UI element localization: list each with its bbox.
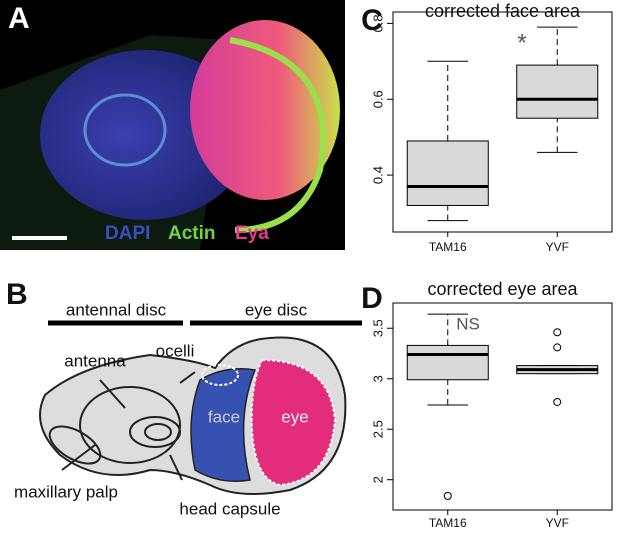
- x-tick-label: TAM16: [429, 516, 467, 530]
- eye-edge: [229, 37, 327, 233]
- outlier: [553, 343, 562, 352]
- y-tick-label: 0.6: [370, 90, 385, 108]
- panel-label: B: [6, 278, 28, 311]
- outlier: [553, 397, 562, 406]
- stain-label: Actin: [168, 223, 216, 244]
- y-tick-label: 0.8: [370, 14, 385, 32]
- region-label: eye disc: [245, 300, 308, 319]
- annotation: NS: [456, 314, 480, 333]
- panel-label: A: [8, 2, 30, 35]
- plot-frame: [392, 11, 613, 233]
- face-region: [190, 368, 257, 482]
- x-tick-label: YVF: [546, 240, 569, 254]
- annotation: *: [517, 29, 526, 56]
- y-tick-label: 2.5: [370, 420, 385, 438]
- box: [406, 344, 489, 381]
- eye-region: [250, 358, 337, 487]
- part-label: face: [208, 407, 240, 426]
- outlier: [553, 328, 562, 337]
- y-tick-label: 3.5: [370, 319, 385, 337]
- outlier: [443, 491, 452, 500]
- y-tick-label: 2: [370, 476, 385, 483]
- part-label: maxillary palp: [14, 482, 118, 501]
- y-tick-label: 3: [370, 375, 385, 382]
- antenna-ring: [79, 386, 181, 464]
- antenna-ring: [129, 416, 181, 448]
- part-label: antenna: [64, 351, 126, 370]
- stain-label: DAPI: [105, 223, 150, 244]
- panel-label: C: [361, 4, 383, 37]
- eye-tissue: [190, 20, 340, 200]
- antenna-ring: [144, 423, 172, 441]
- x-tick-label: YVF: [546, 516, 569, 530]
- stain-label: Eya: [235, 223, 269, 244]
- box: [516, 64, 599, 119]
- ocelli-region: [201, 364, 239, 386]
- antenna-ring: [83, 93, 167, 167]
- plot-frame: [392, 302, 613, 511]
- chart-title: corrected face area: [425, 1, 581, 21]
- region-label: antennal disc: [66, 300, 167, 319]
- box: [406, 140, 489, 206]
- pointer: [61, 371, 196, 481]
- part-label: ocelli: [156, 341, 195, 360]
- y-tick-label: 0.4: [370, 166, 385, 184]
- part-label: head capsule: [179, 499, 280, 518]
- x-tick-label: TAM16: [429, 240, 467, 254]
- palp-ring: [48, 425, 102, 465]
- chart-title: corrected eye area: [427, 279, 578, 299]
- part-label: eye: [281, 407, 308, 426]
- panel-label: D: [361, 282, 383, 315]
